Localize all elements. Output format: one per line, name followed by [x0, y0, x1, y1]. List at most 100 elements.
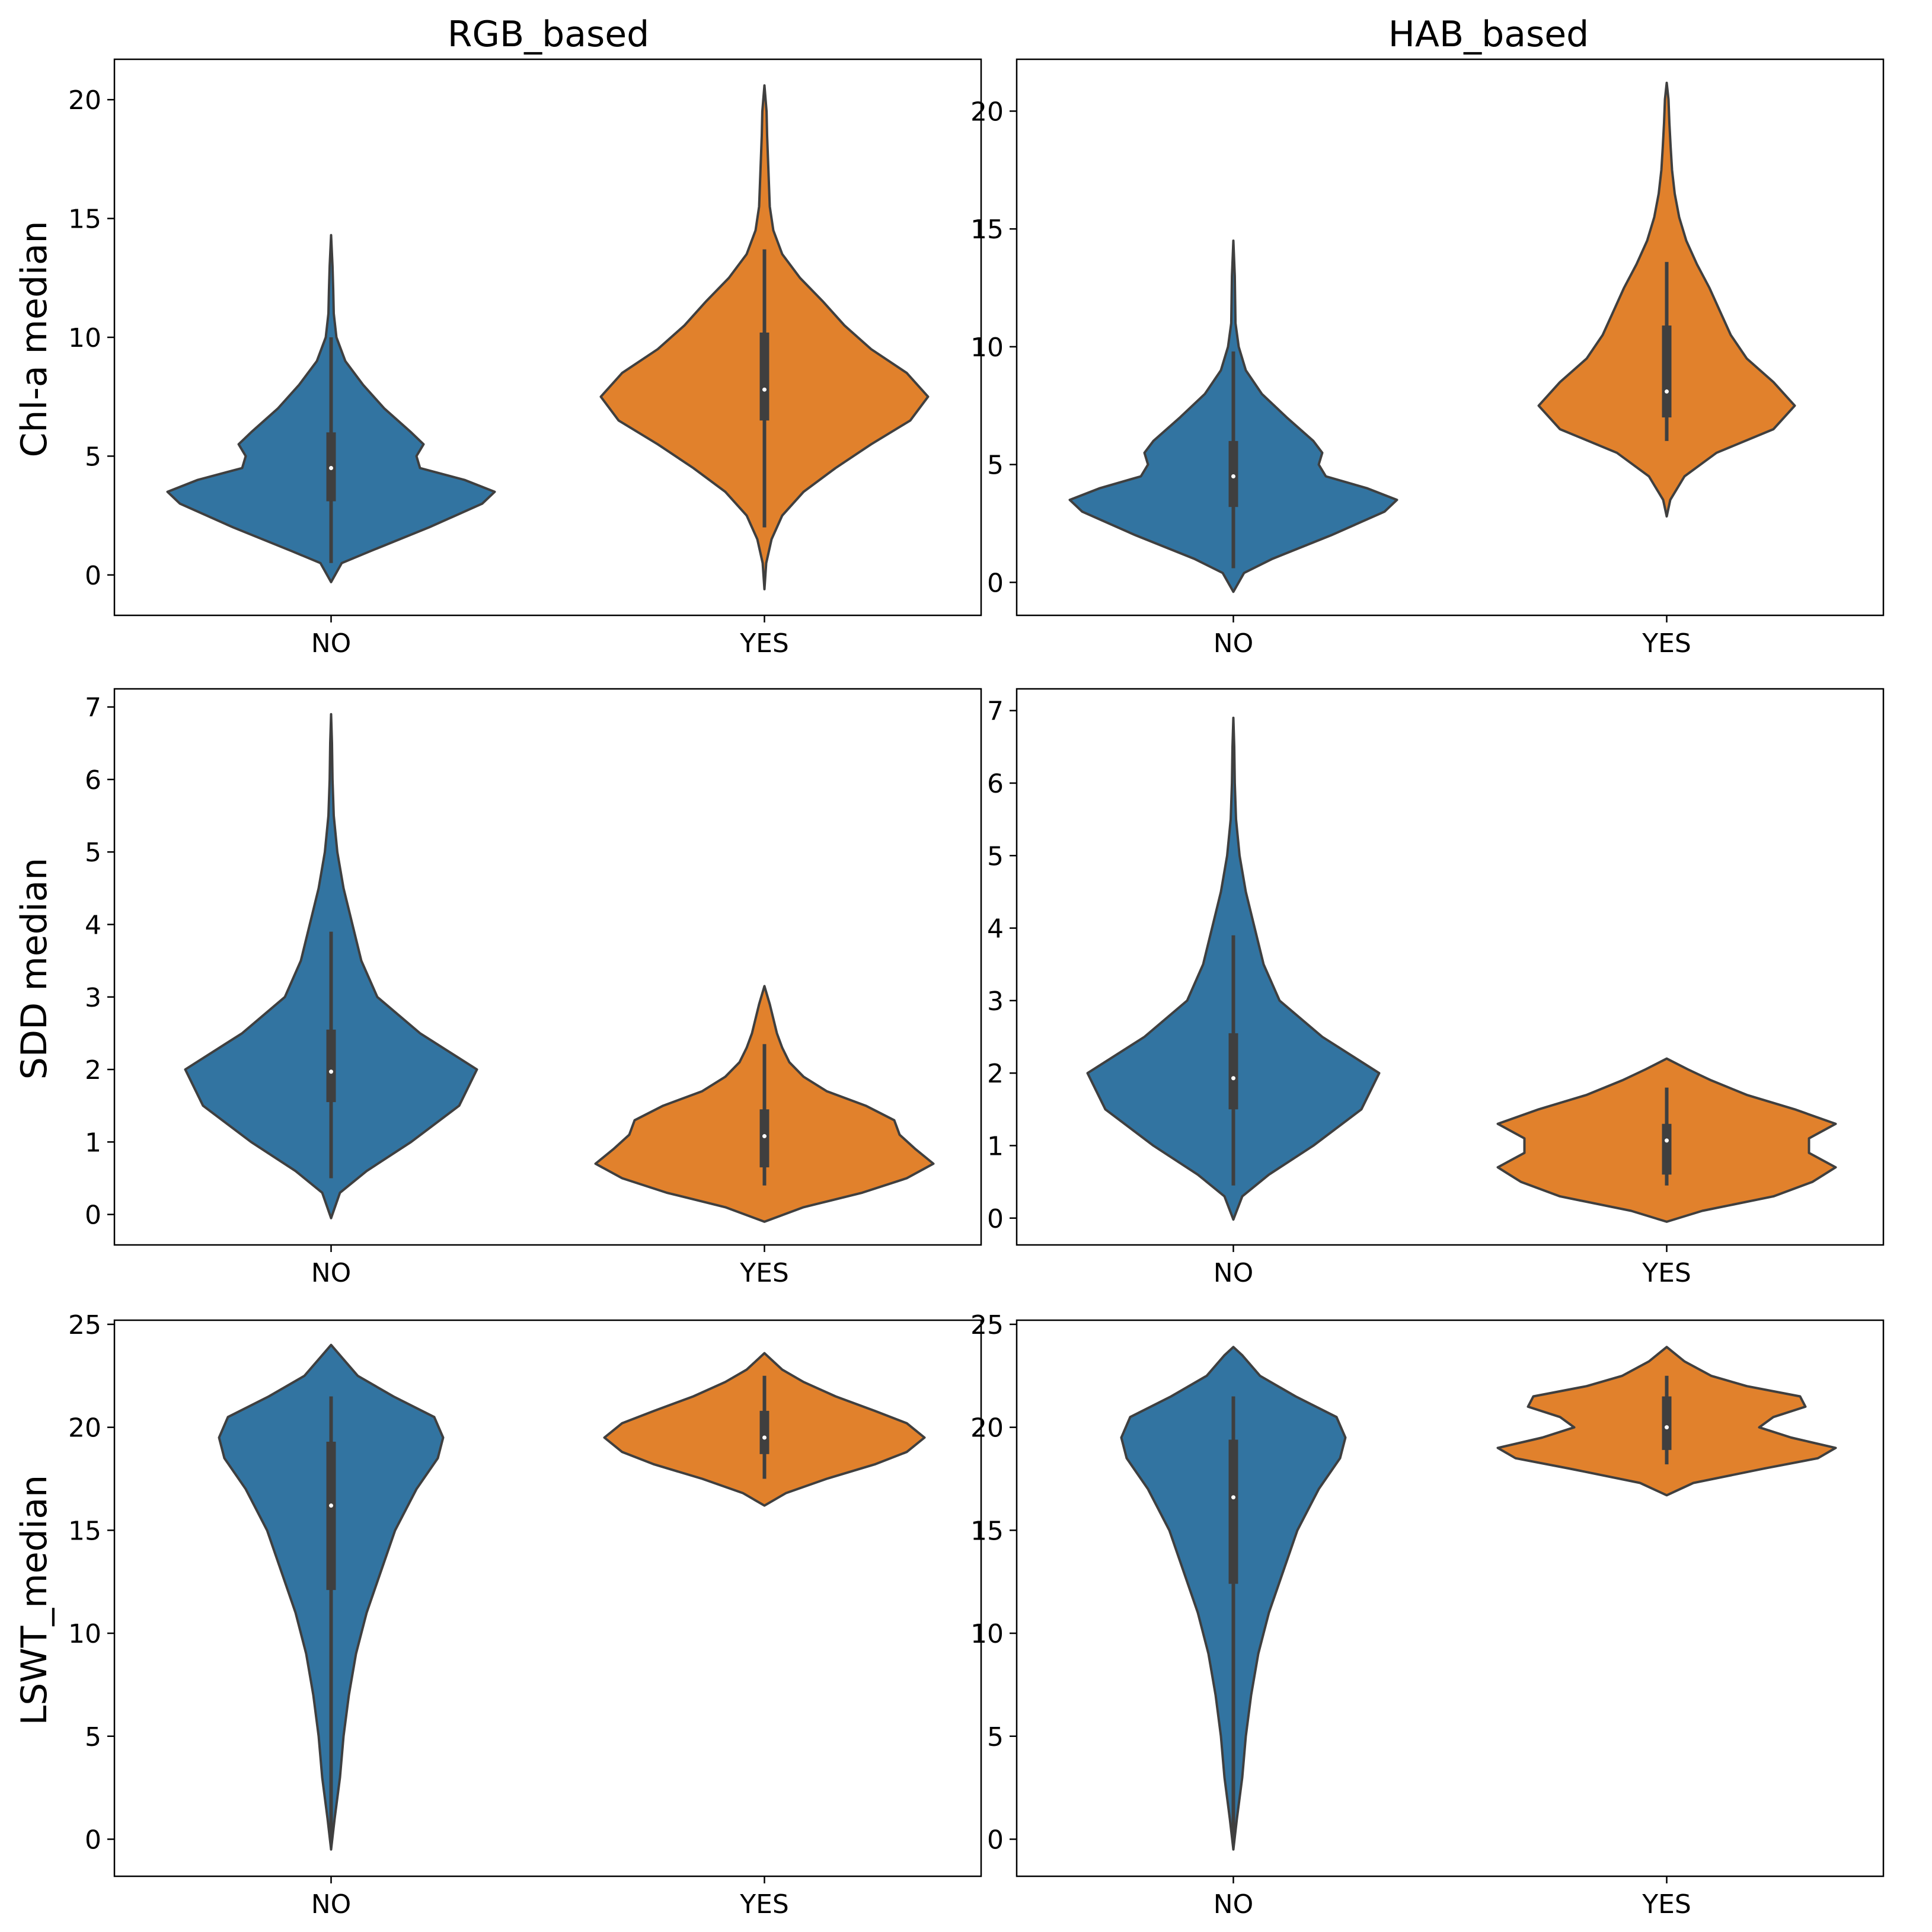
violin-iqr-box: [326, 1441, 336, 1591]
y-tick-label: 20: [68, 1413, 101, 1444]
violin-iqr-box: [1228, 1439, 1238, 1584]
x-tick-label-yes: YES: [739, 1889, 789, 1920]
y-tick-label: 3: [85, 983, 101, 1013]
violin-yes: [1496, 1346, 1837, 1497]
column-title-rgb-based: RGB_based: [448, 14, 649, 55]
y-tick-label: 15: [68, 1516, 101, 1546]
violin-no: [218, 1343, 445, 1851]
violin-median-dot: [1231, 1076, 1235, 1081]
row-label-sdd: SDD median: [14, 858, 55, 1080]
violin-yes: [594, 985, 935, 1223]
panel-4: 0 1 2 3 4 5 6 7 NO YES: [987, 688, 1885, 1288]
y-tick-label: 0: [987, 1825, 1004, 1855]
axes-frame: [113, 688, 982, 1246]
y-tick-label: 5: [987, 841, 1004, 871]
row-label-lswt: LSWT_median: [14, 1475, 55, 1725]
y-tick-label: 5: [85, 838, 101, 868]
y-tick-label: 25: [68, 1310, 101, 1340]
x-tick-label-yes: YES: [1642, 628, 1691, 659]
axes-frame: [113, 1319, 982, 1877]
y-tick-label: 10: [68, 323, 101, 353]
violin-iqr-box: [1662, 1396, 1672, 1450]
x-tick-label-yes: YES: [1642, 1889, 1691, 1920]
y-tick-label: 5: [85, 1722, 101, 1752]
axes-frame: [1016, 1319, 1885, 1877]
x-tick-label-no: NO: [1214, 1258, 1254, 1288]
violin-iqr-box: [759, 332, 769, 421]
panel-1: 0 5 10 15 20 NO YES: [68, 58, 982, 659]
x-tick-label-yes: YES: [1642, 1258, 1691, 1288]
x-tick-label-yes: YES: [739, 1258, 789, 1288]
y-tick-label: 6: [987, 769, 1004, 799]
y-tick-label: 20: [970, 97, 1004, 127]
y-tick-label: 6: [85, 765, 101, 796]
y-tick-label: 10: [970, 333, 1004, 363]
violin-median-dot: [329, 1069, 333, 1074]
x-tick-label-no: NO: [1214, 628, 1254, 659]
y-tick-label: 0: [987, 1204, 1004, 1234]
violin-iqr-box: [759, 1410, 769, 1454]
y-tick-label: 15: [68, 205, 101, 235]
y-tick-label: 1: [85, 1128, 101, 1158]
violin-no: [1086, 716, 1381, 1221]
y-tick-label: 0: [85, 1200, 101, 1231]
violin-median-dot: [762, 1134, 767, 1139]
violin-iqr-box: [326, 1029, 336, 1103]
violin-median-dot: [329, 465, 333, 470]
violin-iqr-box: [1228, 440, 1238, 507]
y-tick-label: 25: [970, 1310, 1004, 1340]
panel-5: 0 5 10 15 20 25 NO YES: [68, 1310, 982, 1920]
y-tick-label: 4: [987, 914, 1004, 944]
y-tick-label: 10: [68, 1619, 101, 1649]
axes-frame: [1016, 688, 1885, 1246]
row-label-chl-a: Chl-a median: [14, 221, 55, 458]
violin-no: [184, 713, 478, 1219]
y-tick-label: 4: [85, 910, 101, 940]
violin-median-dot: [1231, 1495, 1235, 1500]
x-tick-label-no: NO: [311, 1258, 352, 1288]
panel-3: 0 1 2 3 4 5 6 7 NO YES: [85, 688, 982, 1288]
violin-iqr-box: [759, 1109, 769, 1168]
y-tick-label: 5: [987, 1722, 1004, 1752]
violin-yes: [1537, 81, 1796, 518]
violin-no: [1068, 239, 1398, 593]
y-tick-label: 5: [987, 451, 1004, 481]
y-tick-label: 15: [970, 215, 1004, 245]
y-tick-label: 15: [970, 1516, 1004, 1546]
violin-median-dot: [1665, 1425, 1669, 1430]
y-tick-label: 20: [68, 85, 101, 116]
violin-yes: [599, 84, 930, 590]
violin-median-dot: [1665, 1138, 1669, 1143]
y-tick-label: 2: [987, 1059, 1004, 1089]
y-tick-label: 1: [987, 1131, 1004, 1161]
x-tick-label-no: NO: [311, 1889, 352, 1920]
y-tick-label: 7: [987, 697, 1004, 727]
x-tick-label-yes: YES: [739, 628, 789, 659]
y-tick-label: 7: [85, 693, 101, 723]
violin-iqr-box: [1662, 325, 1672, 418]
violin-median-dot: [329, 1503, 333, 1508]
violin-median-dot: [1231, 474, 1235, 478]
y-tick-label: 3: [987, 986, 1004, 1017]
violin-no: [166, 234, 496, 583]
x-tick-label-no: NO: [1214, 1889, 1254, 1920]
violin-median-dot: [762, 1435, 767, 1440]
panel-6: 0 5 10 15 20 25 NO YES: [970, 1310, 1885, 1920]
y-tick-label: 2: [85, 1055, 101, 1085]
y-tick-label: 0: [987, 568, 1004, 598]
y-tick-label: 0: [85, 1825, 101, 1855]
violin-no: [1120, 1346, 1347, 1851]
axes-frame: [1016, 58, 1885, 617]
y-tick-label: 5: [85, 442, 101, 472]
y-tick-label: 20: [970, 1413, 1004, 1444]
y-tick-label: 10: [970, 1619, 1004, 1649]
violin-yes: [603, 1352, 926, 1507]
column-title-hab-based: HAB_based: [1388, 14, 1589, 55]
violin-yes: [1496, 1057, 1837, 1223]
y-tick-label: 0: [85, 561, 101, 591]
violin-median-dot: [762, 387, 767, 392]
panel-2: 0 5 10 15 20 NO YES: [970, 58, 1885, 659]
violin-iqr-box: [1662, 1123, 1672, 1175]
violin-median-dot: [1665, 389, 1669, 394]
